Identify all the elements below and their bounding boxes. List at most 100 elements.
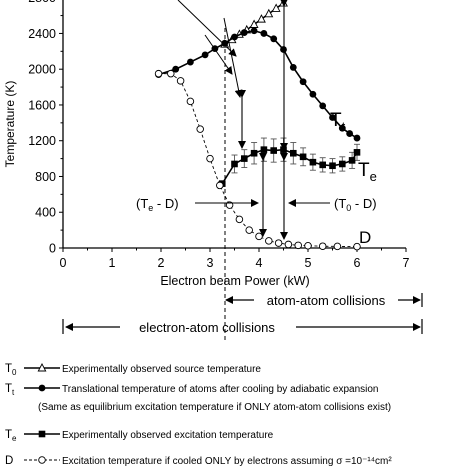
legend-symbol-sub: 0 — [12, 368, 17, 377]
data-point-square — [250, 149, 258, 157]
t0-minus-d-open: (T — [334, 196, 346, 211]
data-point-circle — [187, 58, 194, 66]
y-tick-label: 800 — [35, 170, 56, 184]
data-point-open-circle — [284, 240, 293, 249]
data-point-square — [290, 149, 297, 157]
data-point-square — [353, 149, 361, 156]
data-point-open-circle — [265, 237, 273, 245]
data-point-triangle — [279, 0, 288, 7]
data-point-circle — [172, 65, 180, 73]
axis-ticks: 0 1 2 3 4 5 6 7 0 400 800 1200 1600 2000 2400 2800 — [28, 0, 409, 270]
legend-item-tt: Tt Translational temperature of atoms aft… — [5, 383, 378, 397]
data-point-square — [348, 157, 356, 164]
data-point-triangle — [271, 3, 281, 12]
x-tick-label: 6 — [354, 256, 361, 270]
legend-item-t0: T0 Experimentally observed source tempera… — [5, 363, 261, 377]
data-point-circle — [270, 35, 278, 43]
legend-symbol-main: T — [5, 383, 12, 395]
series-te — [218, 137, 361, 187]
curve-label-tt: Tt — [330, 110, 346, 134]
data-point-open-circle — [216, 181, 224, 190]
data-point-square — [260, 146, 268, 153]
data-point-open-circle — [353, 242, 361, 251]
data-point-circle — [299, 78, 307, 86]
data-point-circle — [309, 90, 317, 98]
electron-atom-label: electron-atom collisions — [139, 320, 275, 335]
legend-symbol-main: T — [5, 363, 12, 375]
data-point-circle — [260, 30, 268, 37]
data-point-square — [299, 153, 307, 161]
legend-text: Experimentally observed source temperatu… — [62, 364, 261, 375]
data-point-open-circle — [167, 69, 175, 78]
legend-symbol: Tt — [5, 383, 15, 397]
t0-minus-d-close: - D) — [351, 196, 376, 211]
legend-symbol-main: D — [5, 455, 13, 467]
data-point-triangle — [264, 8, 274, 18]
data-point-circle — [250, 27, 258, 35]
y-tick-label: 400 — [35, 206, 56, 220]
data-point-circle — [353, 134, 361, 142]
curve-label-te: Te — [358, 160, 377, 184]
atom-atom-label: atom-atom collisions — [267, 293, 386, 308]
data-point-open-circle — [196, 125, 204, 133]
data-point-open-circle — [294, 241, 302, 250]
data-point-triangle — [257, 14, 266, 23]
data-point-square — [38, 430, 46, 438]
y-tick-label: 1200 — [28, 134, 56, 148]
y-tick-label: 0 — [49, 242, 56, 256]
data-point-circle — [319, 102, 327, 110]
series-line-tt — [158, 29, 358, 139]
x-axis-title: Electron beam Power (kW) — [160, 274, 309, 288]
t0-minus-d-label: (T0 - D) — [334, 196, 377, 213]
data-point-square — [241, 155, 248, 162]
legend-symbol: D — [5, 455, 13, 467]
legend-symbol-sub: e — [12, 434, 17, 443]
x-tick-label: 2 — [158, 256, 165, 270]
te-minus-d-close: - D) — [153, 196, 178, 211]
y-tick-label-top: 2800 — [28, 0, 56, 5]
data-point-square — [329, 162, 336, 170]
data-point-square — [339, 160, 346, 168]
data-point-open-circle — [154, 69, 163, 78]
pointer-arrow-to-t0 — [177, 0, 237, 57]
x-tick-label: 0 — [60, 256, 67, 270]
data-point-square — [231, 160, 238, 168]
legend-item-tt-note: (Same as equilibrium excitation temperat… — [38, 402, 391, 413]
data-point-circle — [221, 39, 229, 47]
data-point-circle — [240, 29, 248, 36]
data-point-open-circle — [333, 242, 342, 251]
x-tick-label: 3 — [207, 256, 214, 270]
curve-label-d: D — [359, 228, 371, 247]
data-point-circle — [289, 64, 297, 71]
t0-minus-d-sub: 0 — [346, 203, 351, 213]
data-point-open-circle — [255, 232, 263, 241]
curve-label-te-sub: e — [370, 169, 377, 184]
x-tick-label: 4 — [256, 256, 263, 270]
data-point-open-circle — [186, 97, 195, 106]
legend-symbol-main: T — [5, 429, 12, 441]
data-point-open-circle — [245, 226, 253, 234]
data-point-circle — [346, 130, 354, 137]
legend-item-te: Te Experimentally observed excitation tem… — [5, 429, 274, 443]
curve-label-te-main: T — [358, 160, 370, 181]
data-point-open-circle — [206, 154, 214, 163]
data-point-open-circle — [318, 242, 327, 250]
y-tick-label: 2000 — [28, 63, 56, 77]
legend-symbol: T0 — [5, 363, 17, 377]
data-point-square — [319, 161, 326, 169]
legend-symbol: Te — [5, 429, 17, 443]
x-tick-label: 5 — [305, 256, 312, 270]
data-point-circle — [329, 114, 336, 121]
legend-text: Experimentally observed excitation tempe… — [62, 430, 274, 441]
curve-label-tt-sub: t — [342, 119, 346, 134]
pointer-arrow-to-tt — [204, 34, 233, 75]
series-line-te — [221, 148, 358, 185]
data-point-circle — [338, 124, 346, 132]
curve-label-tt-main: T — [330, 110, 342, 131]
x-tick-label: 1 — [109, 256, 116, 270]
te-minus-d-open: (T — [136, 196, 148, 211]
data-point-square — [309, 158, 317, 166]
data-point-open-circle — [235, 215, 244, 224]
data-point-open-circle — [176, 77, 185, 85]
